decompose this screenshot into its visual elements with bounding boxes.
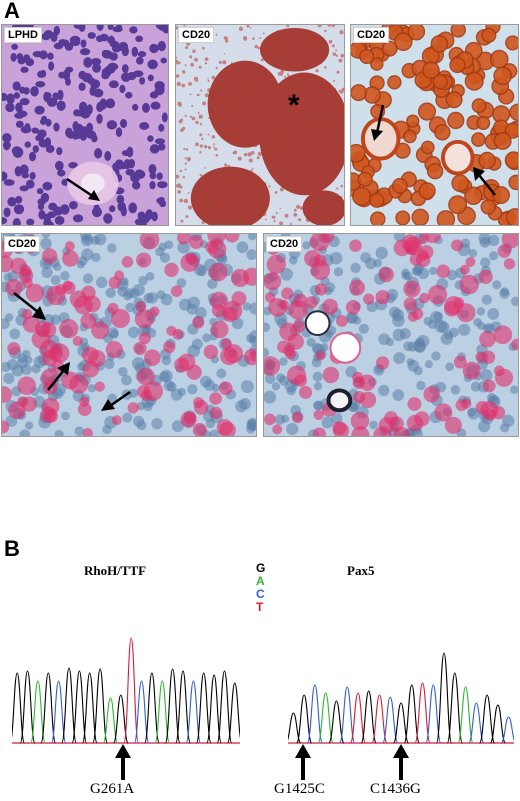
mutation-arrow-icon	[295, 744, 311, 780]
base-legend: G A C T	[256, 562, 272, 614]
image-label: CD20	[266, 236, 303, 252]
arrow-icon	[47, 362, 70, 391]
gene-label-rhoh: RhoH/TTF	[84, 563, 147, 578]
legend-base-g: G	[256, 561, 266, 575]
image-label: CD20	[4, 236, 41, 252]
arrow-icon	[66, 177, 100, 201]
sequence-trace	[288, 652, 514, 744]
micrograph-cd20-high: CD20	[350, 24, 519, 226]
micrograph-lphd: LPHD	[1, 24, 169, 226]
micrograph-cd20-vessels: CD20	[263, 233, 519, 437]
image-label: CD20	[178, 27, 215, 43]
legend-base-a: A	[256, 574, 265, 588]
arrow-icon	[371, 104, 385, 141]
chromatogram-pax5	[288, 630, 514, 746]
legend-base-c: C	[256, 587, 265, 601]
arrow-icon	[101, 390, 131, 411]
arrow-icon	[473, 167, 496, 196]
cd20-rosette-image	[2, 234, 256, 436]
arrow-icon	[13, 292, 46, 320]
mutation-label: G1425C	[274, 781, 325, 797]
gene-label-pax5: Pax5	[347, 563, 375, 578]
mutation-arrow-icon	[115, 744, 131, 780]
panel-a-letter: A	[4, 0, 20, 23]
sequence-trace	[12, 637, 240, 744]
mutation-label: C1436G	[370, 781, 421, 797]
micrograph-cd20-rosettes: CD20	[1, 233, 257, 437]
cd20-low-image	[176, 25, 344, 225]
image-label: LPHD	[4, 27, 42, 43]
image-label: CD20	[353, 27, 390, 43]
chromatogram-rhoh	[12, 630, 240, 746]
asterisk-marker: *	[288, 89, 300, 122]
he-stain-image	[2, 25, 168, 225]
mutation-arrow-icon	[393, 744, 409, 780]
micrograph-cd20-low: CD20 *	[175, 24, 345, 226]
legend-base-t: T	[256, 600, 264, 614]
cd20-vessel-image	[264, 234, 518, 436]
panel-b-letter: B	[4, 536, 20, 561]
mutation-label: G261A	[90, 781, 135, 797]
